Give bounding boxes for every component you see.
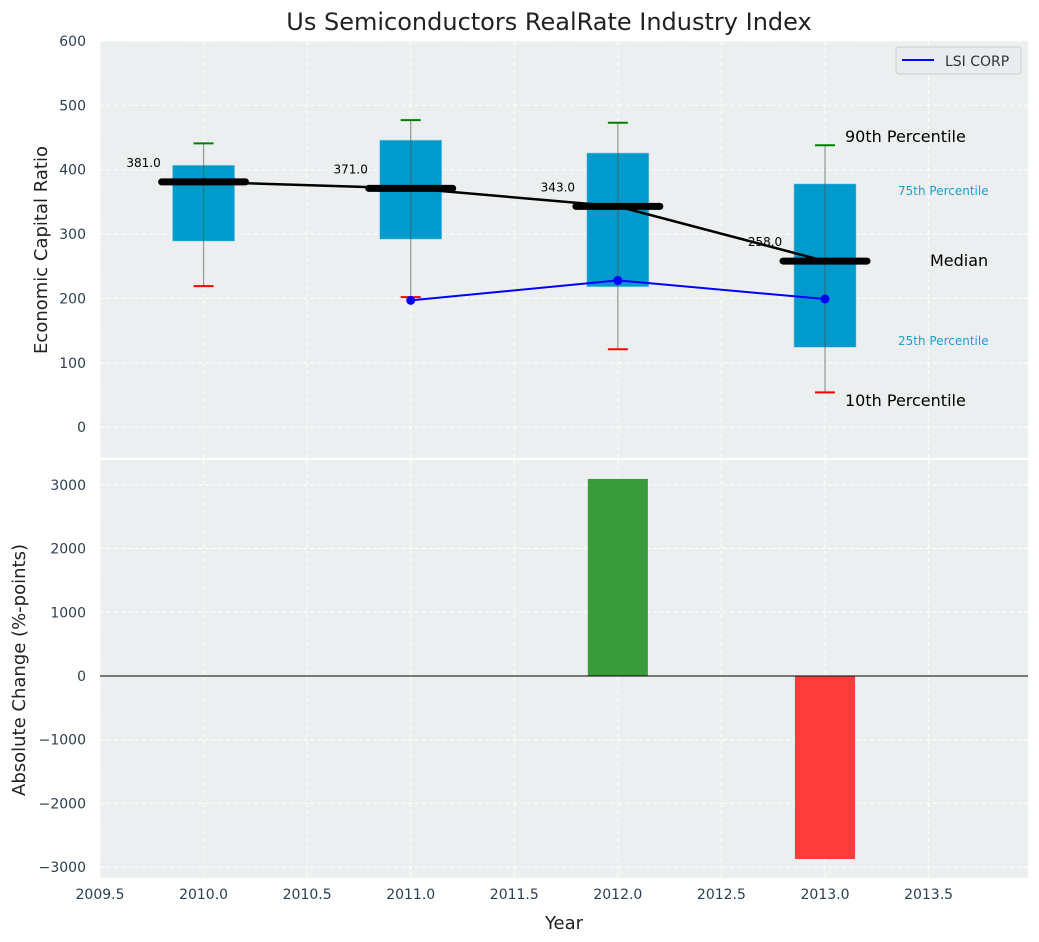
- y-tick-label: −3000: [39, 860, 86, 876]
- lsi-corp-point: [406, 295, 416, 305]
- y-tick-label: 100: [59, 356, 86, 372]
- annotation-median: Median: [930, 251, 988, 270]
- x-tick-label: 2013.5: [904, 887, 953, 903]
- x-tick-label: 2012.5: [697, 887, 746, 903]
- bottom-plot-area: [100, 460, 1028, 878]
- y-tick-label: 1000: [50, 605, 86, 621]
- y-tick-label: 0: [77, 420, 86, 436]
- x-tick-label: 2010.0: [179, 887, 228, 903]
- x-tick-label: 2012.0: [593, 887, 642, 903]
- lsi-corp-point: [820, 294, 830, 304]
- y-tick-label: 3000: [50, 478, 86, 494]
- y-tick-label: −1000: [39, 733, 86, 749]
- top-plot-area: [100, 41, 1028, 458]
- annotation-p90: 90th Percentile: [845, 127, 966, 146]
- y-tick-label: 200: [59, 291, 86, 307]
- median-value-label: 371.0: [334, 162, 368, 176]
- lsi-corp-point: [613, 275, 623, 285]
- x-tick-label: 2011.5: [490, 887, 539, 903]
- annotation-p75: 75th Percentile: [898, 184, 989, 198]
- x-tick-label: 2009.5: [76, 887, 125, 903]
- change-bar: [794, 675, 856, 860]
- legend: LSI CORP: [895, 46, 1022, 75]
- x-tick-label: 2011.0: [386, 887, 435, 903]
- y-tick-label: 300: [59, 227, 86, 243]
- change-bar: [587, 478, 648, 676]
- chart-title: Us Semiconductors RealRate Industry Inde…: [286, 8, 811, 36]
- x-tick-label: 2013.0: [801, 887, 850, 903]
- annotation-p10: 10th Percentile: [845, 391, 966, 410]
- legend-label: LSI CORP: [945, 54, 1009, 70]
- y-tick-label: 600: [59, 34, 86, 50]
- median-trend-line: [203, 180, 826, 263]
- median-value-label: 343.0: [541, 180, 575, 194]
- y-tick-label: 0: [77, 669, 86, 685]
- y-tick-label: −2000: [39, 796, 86, 812]
- y-tick-label: 400: [59, 163, 86, 179]
- x-tick-label: 2010.5: [283, 887, 332, 903]
- y-tick-label: 500: [59, 98, 86, 114]
- y-axis-label-bottom: Absolute Change (%-points): [9, 544, 30, 796]
- annotation-p25: 25th Percentile: [898, 334, 989, 348]
- x-axis-label: Year: [544, 913, 584, 934]
- legend-box: [895, 46, 1022, 75]
- median-value-label: 258.0: [748, 235, 782, 249]
- y-tick-label: 2000: [50, 542, 86, 558]
- y-axis-label-top: Economic Capital Ratio: [31, 146, 52, 354]
- median-value-label: 381.0: [126, 156, 160, 170]
